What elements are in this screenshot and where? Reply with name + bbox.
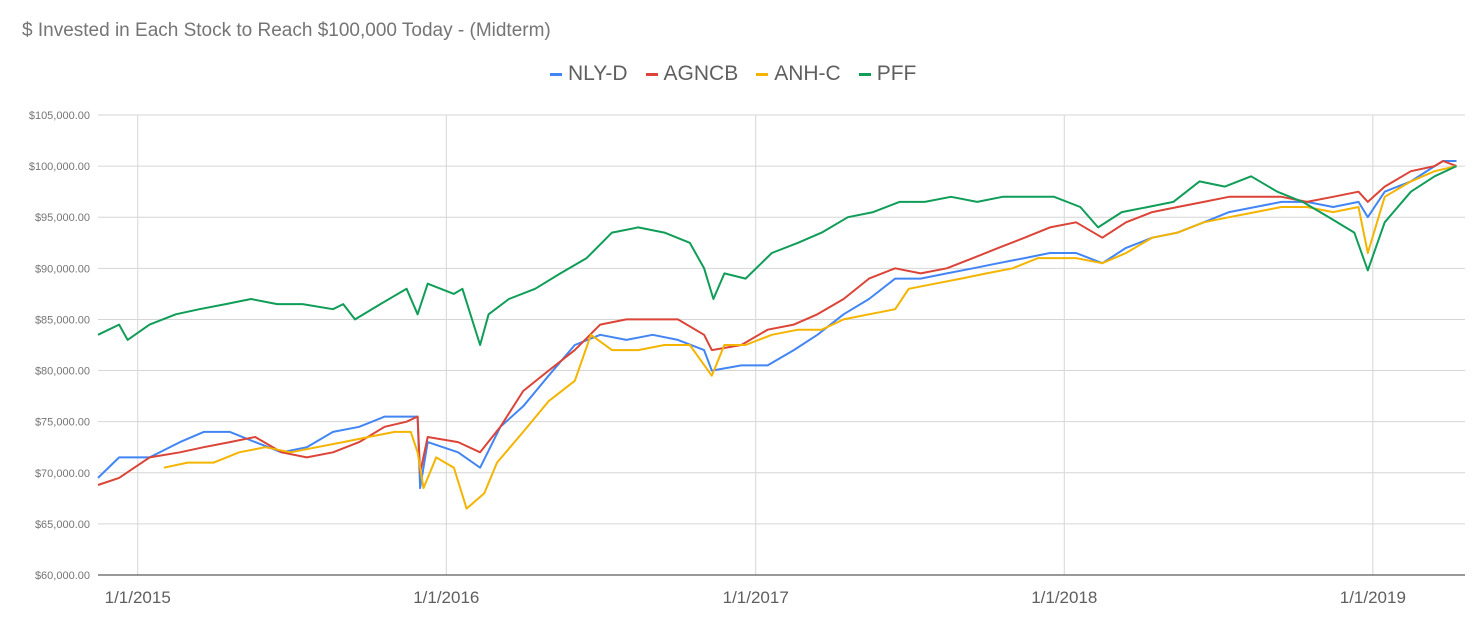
x-tick-label: 1/1/2017 [723,588,789,607]
y-tick-label: $80,000.00 [35,366,90,378]
y-tick-label: $90,000.00 [35,263,90,275]
legend-item-nly-d: NLY-D [550,62,628,86]
series-line-agncb [97,160,1457,486]
y-tick-label: $95,000.00 [35,212,90,224]
y-tick-label: $65,000.00 [35,519,90,531]
legend-label: NLY-D [568,62,628,85]
y-tick-label: $60,000.00 [35,570,90,582]
y-tick-label: $75,000.00 [35,417,90,429]
legend-item-pff: PFF [858,62,917,86]
x-tick-label: 1/1/2018 [1031,588,1097,607]
x-tick-label: 1/1/2015 [105,588,171,607]
y-tick-label: $85,000.00 [35,314,90,326]
series-line-anh-c [163,165,1457,510]
legend-item-agncb: AGNCB [645,62,739,86]
series-line-nly-d [97,160,1457,490]
series-lines [97,160,1457,510]
series-line-pff [97,165,1457,346]
legend-label: AGNCB [663,62,739,85]
legend-label: ANH-C [774,62,841,85]
legend-swatch [858,72,871,76]
gridlines [98,114,1465,576]
x-tick-label: 1/1/2016 [413,588,479,607]
y-tick-label: $105,000.00 [29,110,90,122]
legend-swatch [645,72,658,76]
chart-title: $ Invested in Each Stock to Reach $100,0… [22,20,551,41]
y-tick-label: $100,000.00 [29,161,90,173]
y-axis-ticks: $60,000.00 $65,000.00 $70,000.00 $75,000.00… [29,110,90,582]
y-tick-label: $70,000.00 [35,468,90,480]
x-tick-label: 1/1/2019 [1340,588,1406,607]
x-axis-ticks: 1/1/2015 1/1/2016 1/1/2017 1/1/2018 1/1/2019 [105,588,1406,607]
legend-swatch [550,72,562,76]
legend-swatch [756,72,769,76]
legend-item-anh-c: ANH-C [756,62,841,86]
legend: NLY-D AGNCB ANH-C PFF [550,62,916,86]
legend-label: PFF [876,62,917,85]
